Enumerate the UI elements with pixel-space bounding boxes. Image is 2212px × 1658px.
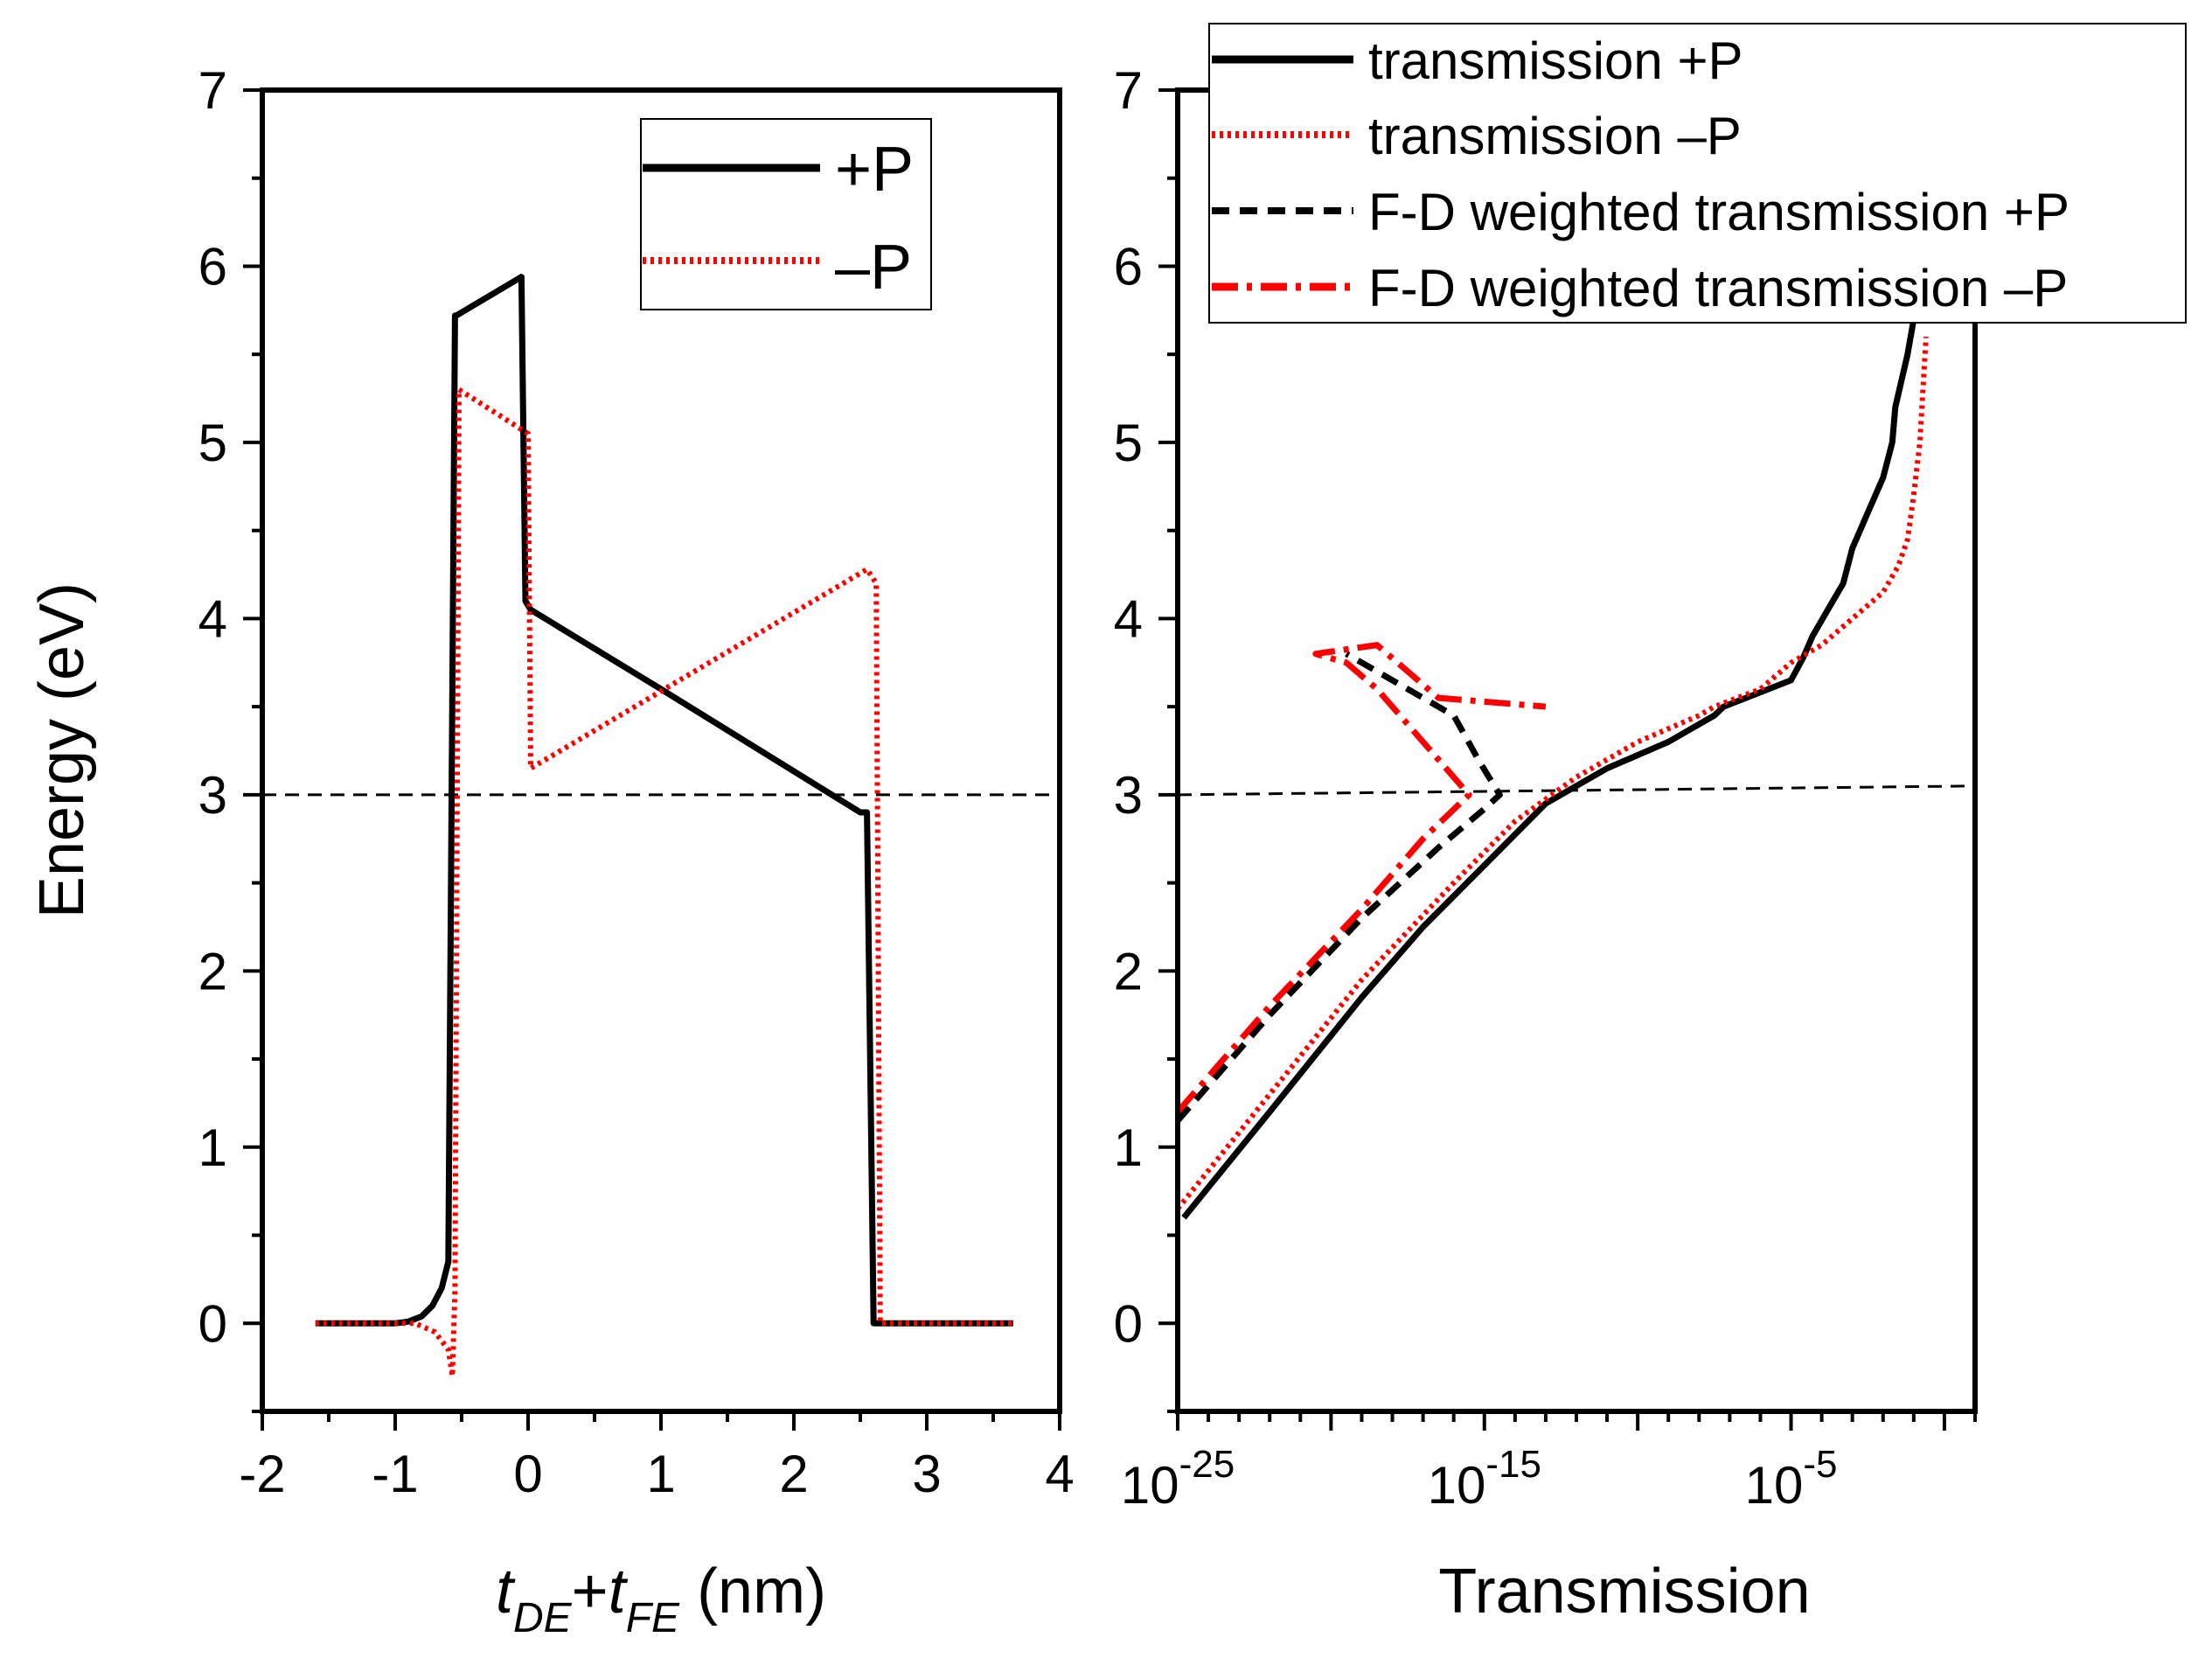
left-x-tick-label: 1 bbox=[646, 1445, 675, 1503]
left-ticks bbox=[243, 88, 1061, 1431]
left-x-tick-label: 2 bbox=[779, 1445, 808, 1503]
right-y-tick-label: 0 bbox=[1114, 1294, 1143, 1353]
left-series-group bbox=[315, 274, 1013, 1379]
right-x-tick-label: 10-5 bbox=[1745, 1443, 1838, 1515]
right-x-tick-label: 10-25 bbox=[1121, 1443, 1235, 1515]
left-tick-labels: 0 1 2 3 4 5 6 7 -2 -1 0 1 2 3 4 bbox=[198, 61, 1075, 1503]
right-y-tick-label: 1 bbox=[1114, 1118, 1143, 1177]
left-y-tick-label: 7 bbox=[198, 61, 227, 120]
legend-label-transmission-plus: transmission +P bbox=[1368, 31, 1743, 90]
x-title-t2: t bbox=[609, 1557, 629, 1627]
legend-label-plus-p: +P bbox=[835, 135, 914, 205]
x-title-sub1: DE bbox=[513, 1595, 573, 1641]
legend-label-fd-minus: F-D weighted transmission –P bbox=[1368, 259, 2068, 317]
right-series-line-transmission-plus bbox=[1181, 301, 1920, 1220]
left-x-axis-title: tDE+tFE (nm) bbox=[496, 1557, 826, 1641]
left-legend: +P –P bbox=[640, 118, 932, 310]
x-title-sub2: FE bbox=[626, 1595, 680, 1641]
left-y-tick-label: 6 bbox=[198, 237, 227, 296]
right-y-tick-label: 4 bbox=[1114, 589, 1143, 648]
right-series-line-fd-plus bbox=[1175, 651, 1503, 1123]
left-x-tick-label: 4 bbox=[1045, 1445, 1074, 1503]
left-y-tick-label: 1 bbox=[198, 1118, 227, 1177]
left-y-tick-label: 5 bbox=[198, 414, 227, 472]
legend-label-fd-plus: F-D weighted transmission +P bbox=[1368, 183, 2069, 241]
left-series-line-minus-p bbox=[315, 387, 1013, 1379]
legend-label-minus-p: –P bbox=[835, 233, 912, 303]
right-panel: 0 1 2 3 4 5 6 7 10-25 10-15 10-5 Transmission tran… bbox=[1114, 23, 2187, 1627]
legend-label-transmission-minus: transmission –P bbox=[1368, 107, 1742, 165]
right-series-line-fd-minus bbox=[1175, 642, 1547, 1114]
right-reference-line bbox=[1177, 784, 1976, 797]
right-y-tick-label: 3 bbox=[1114, 766, 1143, 825]
left-y-tick-label: 0 bbox=[198, 1294, 227, 1353]
left-x-tick-label: 3 bbox=[912, 1445, 941, 1503]
left-y-tick-label: 3 bbox=[198, 766, 227, 825]
left-plot-frame bbox=[260, 87, 1062, 1414]
x-title-unit: (nm) bbox=[679, 1557, 826, 1627]
right-x-tick-label: 10-15 bbox=[1428, 1443, 1541, 1515]
right-y-tick-label: 5 bbox=[1114, 414, 1143, 472]
left-x-tick-label: -2 bbox=[239, 1445, 285, 1503]
right-series-group bbox=[1175, 301, 1929, 1220]
right-tick-labels: 0 1 2 3 4 5 6 7 10-25 10-15 10-5 bbox=[1114, 61, 1838, 1515]
right-series-line-transmission-minus bbox=[1175, 336, 1929, 1211]
right-y-tick-label: 7 bbox=[1114, 61, 1143, 120]
left-x-tick-label: 0 bbox=[513, 1445, 542, 1503]
left-y-tick-label: 4 bbox=[198, 589, 227, 648]
x-title-plus: + bbox=[572, 1557, 609, 1627]
left-series-line-plus-p bbox=[315, 274, 1013, 1327]
left-legend-box bbox=[640, 118, 932, 310]
right-x-axis-title: Transmission bbox=[1438, 1557, 1810, 1627]
left-y-tick-label: 2 bbox=[198, 942, 227, 1000]
left-x-tick-label: -1 bbox=[372, 1445, 418, 1503]
right-y-tick-label: 6 bbox=[1114, 237, 1143, 296]
right-legend: transmission +P transmission –P F-D weig… bbox=[1208, 23, 2187, 324]
right-legend-box bbox=[1208, 23, 2187, 324]
x-title-t1: t bbox=[496, 1557, 516, 1627]
right-y-tick-label: 2 bbox=[1114, 942, 1143, 1000]
left-y-axis-title: Energy (eV) bbox=[27, 582, 97, 918]
